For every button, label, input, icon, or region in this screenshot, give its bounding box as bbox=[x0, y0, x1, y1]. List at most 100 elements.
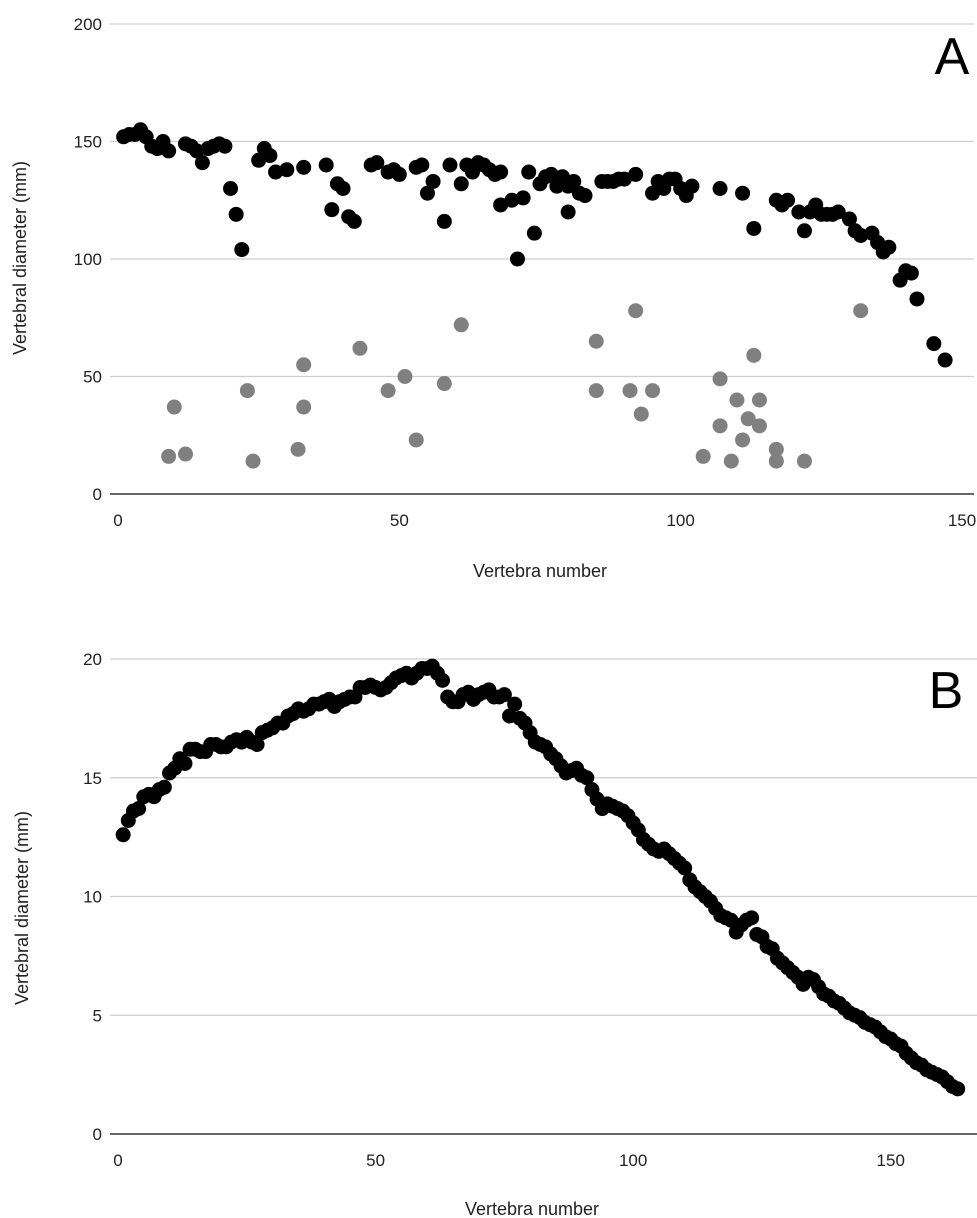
panel-b-y-axis-title: Vertebral diameter (mm) bbox=[12, 811, 32, 1005]
panel-a-series-1-point bbox=[926, 336, 942, 352]
panel-a-series-1-point bbox=[645, 185, 661, 201]
panel-a-series-1-point bbox=[296, 159, 312, 175]
panel-b-series-1-point bbox=[744, 910, 760, 926]
panel-a-series-2-point bbox=[588, 383, 604, 399]
panel-a-series-1-point bbox=[251, 152, 267, 168]
panel-a-x-axis-title: Vertebra number bbox=[473, 561, 607, 581]
panel-a-y-tick-label: 200 bbox=[74, 15, 102, 34]
panel-a-series-1-point bbox=[796, 223, 812, 239]
panel-a-series-1-point bbox=[189, 143, 205, 159]
panel-a-series-1-point bbox=[268, 164, 284, 180]
panel-a-x-tick-label: 0 bbox=[113, 511, 122, 530]
panel-a-series-2-point bbox=[768, 453, 784, 469]
panel-a-series-2-point bbox=[740, 411, 756, 427]
panel-a-y-tick-label: 0 bbox=[93, 485, 102, 504]
panel-a-series-1-point bbox=[937, 352, 953, 368]
panel-a-series-1-point bbox=[515, 190, 531, 206]
panel-a-series-2-point bbox=[239, 383, 255, 399]
panel-b-series-1-point bbox=[156, 779, 172, 795]
panel-a-series-1-point bbox=[577, 188, 593, 204]
panel-b-series-1-point bbox=[177, 756, 193, 771]
panel-a-series-1-point bbox=[830, 204, 846, 220]
panel-a-series-1-point bbox=[853, 228, 869, 243]
panel-a-series-1-point bbox=[425, 173, 441, 189]
panel-a-series-1-point bbox=[453, 176, 469, 192]
panel-a-y-tick-label: 100 bbox=[74, 250, 102, 269]
panel-a-series-2-point bbox=[735, 432, 751, 448]
panel-a-series-1-point bbox=[436, 213, 452, 229]
panel-a-series-1-point bbox=[279, 162, 295, 178]
panel-a-series-1-point bbox=[442, 157, 458, 173]
panel-b-x-tick-label: 100 bbox=[619, 1151, 647, 1170]
panel-a-series-1-point bbox=[391, 166, 407, 182]
panel-b-series-1-point bbox=[131, 801, 147, 817]
panel-a-series-1-point bbox=[194, 155, 210, 171]
panel-a-series-2-point bbox=[729, 392, 745, 408]
panel-a-y-tick-label: 50 bbox=[83, 368, 102, 387]
panel-b-series-1-point bbox=[435, 672, 451, 688]
panel-a-series-1-point bbox=[414, 157, 430, 173]
panel-a-series-1-point bbox=[521, 164, 537, 180]
panel-b-y-tick-label: 5 bbox=[93, 1006, 102, 1025]
panel-a-series-2-point bbox=[633, 406, 649, 422]
panel-a-series-1-point bbox=[493, 197, 509, 213]
panel-a-series-2-point bbox=[723, 453, 739, 469]
panel-b-series-1-point bbox=[677, 860, 693, 876]
panel-a-series-1-point bbox=[543, 166, 559, 182]
panel-a-series-2-point bbox=[751, 418, 767, 434]
panel-a-series-1-point bbox=[324, 202, 340, 218]
panel-a-series-2-point bbox=[645, 383, 661, 399]
panel-a-series-2-point bbox=[622, 383, 638, 399]
panel-a-series-1-point bbox=[419, 185, 435, 201]
panel-a-series-2-point bbox=[245, 453, 261, 469]
panel-b-letter: B bbox=[929, 662, 964, 720]
panel-a-series-1-point bbox=[217, 138, 233, 154]
panel-a-y-tick-label: 150 bbox=[74, 133, 102, 152]
panel-a-series-2-point bbox=[178, 446, 194, 462]
panel-a-series-2-point bbox=[853, 303, 869, 319]
panel-a-series-1-point bbox=[881, 239, 897, 255]
panel-a-series-2-point bbox=[695, 448, 711, 464]
panel-a-series-2-point bbox=[166, 399, 182, 415]
panel-a-series-1-point bbox=[161, 143, 177, 159]
panel-a-series-1-point bbox=[909, 291, 925, 307]
panel-b-y-tick-labels: 0 5 10 15 20 bbox=[83, 650, 102, 1144]
panel-a-series-1-point bbox=[493, 164, 509, 180]
panel-a-series-1-point bbox=[234, 242, 250, 258]
panel-b-y-tick-label: 15 bbox=[83, 769, 102, 788]
panel-a-series-2-point bbox=[796, 453, 812, 469]
panel-a-series-2-point bbox=[751, 392, 767, 408]
panel-b-series-1-point bbox=[579, 770, 595, 786]
panel-b-series-1-point bbox=[115, 827, 131, 843]
panel-a-y-tick-labels: 0 50 100 150 200 bbox=[74, 15, 102, 504]
panel-a-x-tick-labels: 0 50 100 150 bbox=[113, 511, 976, 530]
panel-a-series-2-point bbox=[161, 448, 177, 464]
panel-a-series-1-point bbox=[560, 204, 576, 220]
panel-a-series-1-point bbox=[712, 181, 728, 196]
panel-b-series-1-point bbox=[496, 687, 512, 703]
panel-b-series-1-point bbox=[507, 696, 523, 712]
panel-a-series-1-point bbox=[616, 171, 632, 187]
panel-a-series-1-point bbox=[504, 192, 520, 208]
panel-a-series-1-point bbox=[318, 157, 334, 173]
panel-a-series-1-point bbox=[262, 148, 278, 164]
panel-a-series-2-point bbox=[712, 418, 728, 434]
panel-a-series-1-point bbox=[509, 251, 525, 267]
panel-a-series-2-point bbox=[352, 340, 368, 356]
panel-a-series-1-point bbox=[628, 166, 644, 182]
panel-a-series-1-point bbox=[841, 211, 857, 227]
panel-a-x-tick-label: 100 bbox=[666, 511, 694, 530]
panel-a-series-1-point bbox=[746, 220, 762, 236]
panel-a-chart: 0 50 100 150 200 0 50 100 150 Vertebra number V… bbox=[10, 15, 976, 581]
panel-b-y-tick-label: 10 bbox=[83, 888, 102, 907]
panel-a-series-1-point bbox=[223, 181, 239, 196]
panel-a-series-1-point bbox=[684, 178, 700, 194]
panel-a-series-2-point bbox=[768, 441, 784, 457]
panel-a-x-tick-label: 150 bbox=[948, 511, 976, 530]
panel-a-series-2-point bbox=[296, 399, 312, 415]
panel-a-y-axis-title: Vertebral diameter (mm) bbox=[10, 161, 30, 355]
panel-a-series-2-point bbox=[436, 376, 452, 392]
panel-a-series-1-point bbox=[346, 213, 362, 229]
panel-b-x-tick-labels: 0 50 100 150 bbox=[113, 1151, 905, 1170]
panel-a-series-2-point bbox=[712, 371, 728, 387]
